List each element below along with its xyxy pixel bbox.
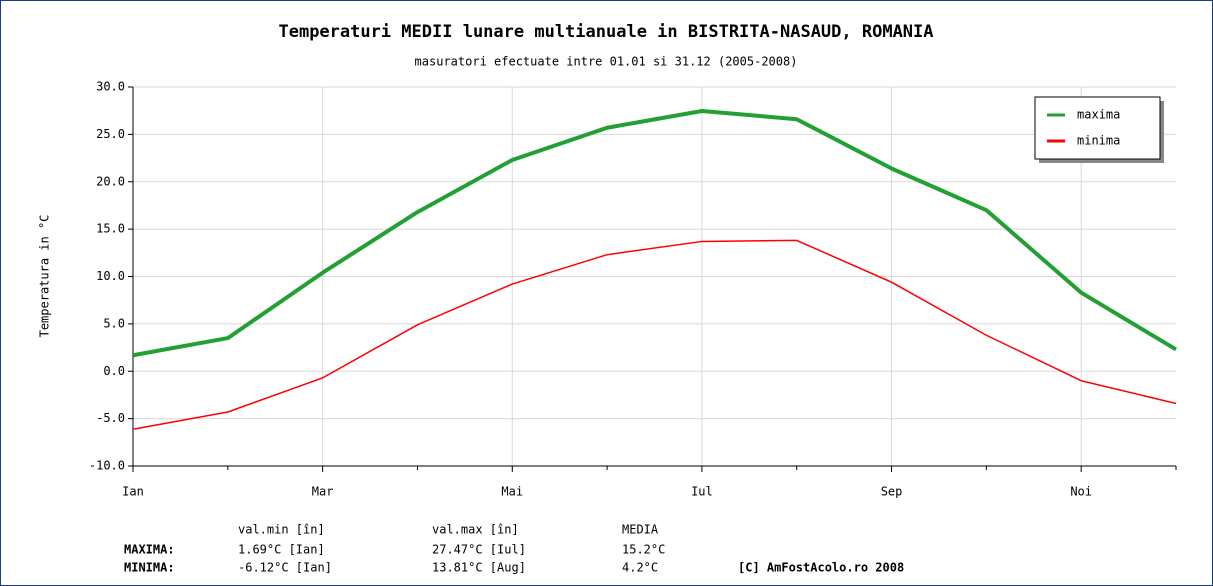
x-tick-label: Sep	[881, 485, 903, 499]
y-tick-label: -10.0	[89, 459, 125, 473]
x-tick-label: Noi	[1070, 485, 1092, 499]
y-axis-label: Temperatura in °C	[38, 215, 52, 338]
series-line	[132, 108, 1178, 358]
legend-label: maxima	[1077, 108, 1120, 122]
x-tick-label: Iul	[691, 485, 713, 499]
stats-header: val.max [în]	[432, 523, 519, 537]
chart-title: Temperaturi MEDII lunare multianuale in …	[278, 22, 933, 42]
chart-subtitle: masuratori efectuate intre 01.01 si 31.1…	[415, 55, 798, 69]
y-tick-label: 5.0	[103, 316, 125, 330]
stats-cell: 27.47°C [Iul]	[432, 543, 526, 557]
stats-row-label: MINIMA:	[124, 561, 175, 575]
stats-header: val.min [în]	[238, 523, 325, 537]
legend	[1034, 96, 1161, 160]
y-tick-label: 30.0	[96, 80, 125, 94]
stats-row-label: MAXIMA:	[124, 543, 175, 557]
stats-cell: 4.2°C	[622, 561, 658, 575]
stats-cell: -6.12°C [Ian]	[238, 561, 332, 575]
credit: [C] AmFostAcolo.ro 2008	[738, 561, 904, 575]
y-tick-label: -5.0	[96, 411, 125, 425]
y-tick-label: 25.0	[96, 127, 125, 141]
stats-header: MEDIA	[622, 523, 659, 537]
stats-cell: 13.81°C [Aug]	[432, 561, 526, 575]
stats-cell: 1.69°C [Ian]	[238, 543, 325, 557]
y-tick-label: 10.0	[96, 269, 125, 283]
x-tick-label: Mar	[312, 485, 334, 499]
series-line	[132, 239, 1177, 430]
legend-label: minima	[1077, 134, 1120, 148]
x-tick-label: Ian	[122, 485, 144, 499]
y-tick-label: 15.0	[96, 222, 125, 236]
stats-cell: 15.2°C	[622, 543, 665, 557]
y-tick-label: 20.0	[96, 174, 125, 188]
x-tick-label: Mai	[501, 485, 523, 499]
y-tick-label: 0.0	[103, 364, 125, 378]
